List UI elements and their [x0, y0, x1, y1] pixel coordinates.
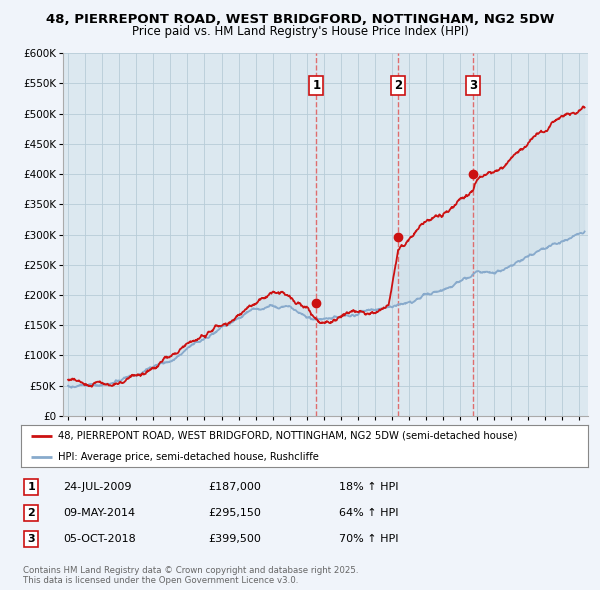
Text: 70% ↑ HPI: 70% ↑ HPI — [338, 534, 398, 544]
Text: 09-MAY-2014: 09-MAY-2014 — [64, 508, 136, 517]
Text: 2: 2 — [28, 508, 35, 517]
Text: 24-JUL-2009: 24-JUL-2009 — [64, 481, 132, 491]
Text: HPI: Average price, semi-detached house, Rushcliffe: HPI: Average price, semi-detached house,… — [58, 452, 319, 461]
Text: 2: 2 — [394, 79, 402, 92]
Text: £187,000: £187,000 — [208, 481, 261, 491]
Text: 1: 1 — [312, 79, 320, 92]
Text: 64% ↑ HPI: 64% ↑ HPI — [338, 508, 398, 517]
Text: 3: 3 — [469, 79, 477, 92]
Text: 48, PIERREPONT ROAD, WEST BRIDGFORD, NOTTINGHAM, NG2 5DW (semi-detached house): 48, PIERREPONT ROAD, WEST BRIDGFORD, NOT… — [58, 431, 517, 441]
Text: 1: 1 — [28, 481, 35, 491]
Text: 18% ↑ HPI: 18% ↑ HPI — [338, 481, 398, 491]
Text: Price paid vs. HM Land Registry's House Price Index (HPI): Price paid vs. HM Land Registry's House … — [131, 25, 469, 38]
Text: Contains HM Land Registry data © Crown copyright and database right 2025.
This d: Contains HM Land Registry data © Crown c… — [23, 566, 358, 585]
Text: £295,150: £295,150 — [208, 508, 261, 517]
Text: 3: 3 — [28, 534, 35, 544]
Text: 48, PIERREPONT ROAD, WEST BRIDGFORD, NOTTINGHAM, NG2 5DW: 48, PIERREPONT ROAD, WEST BRIDGFORD, NOT… — [46, 13, 554, 26]
Text: 05-OCT-2018: 05-OCT-2018 — [64, 534, 136, 544]
Text: £399,500: £399,500 — [208, 534, 261, 544]
